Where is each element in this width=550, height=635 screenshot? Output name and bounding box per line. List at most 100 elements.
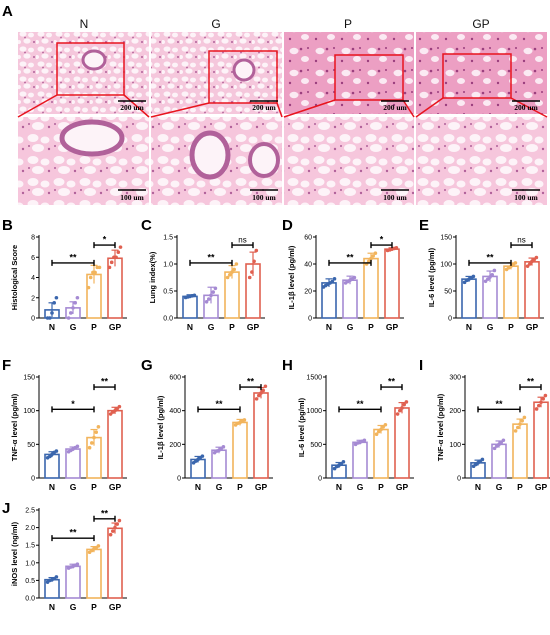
data-point-p — [373, 251, 378, 255]
x-tick-label-gp: GP — [109, 322, 122, 332]
data-point-p — [228, 273, 232, 277]
data-point-p — [234, 262, 239, 266]
data-point-gp — [108, 532, 113, 537]
y-tick-label: 1.5 — [163, 235, 173, 242]
significance-bracket — [93, 242, 116, 249]
data-point-p — [371, 254, 376, 258]
data-point-g — [207, 297, 211, 301]
bar-p — [373, 428, 389, 479]
y-axis-label: Lung index(%) — [148, 251, 157, 303]
data-point-p — [87, 445, 92, 450]
data-point-gp — [118, 245, 123, 249]
data-point-g — [75, 562, 80, 567]
data-point-gp — [113, 525, 117, 530]
data-point-gp — [528, 262, 532, 266]
data-point-p — [383, 423, 388, 427]
x-tick-label-n: N — [336, 482, 342, 492]
y-tick-label: 100 — [449, 442, 461, 449]
y-tick-label: 600 — [169, 375, 181, 382]
bar-p — [232, 421, 248, 479]
data-point-gp — [254, 397, 259, 401]
scale-label-g-bottom: 100 um — [252, 193, 276, 202]
y-tick-label: 500 — [310, 442, 322, 449]
bar-p — [86, 548, 102, 599]
data-point-p — [374, 432, 379, 437]
data-point-g — [73, 301, 77, 305]
x-tick-label-n: N — [326, 322, 332, 332]
y-tick-label: 0.5 — [25, 578, 35, 585]
y-tick-label: 8 — [31, 235, 35, 242]
data-point-gp — [402, 402, 407, 407]
bar-g — [342, 279, 358, 319]
x-tick-label-n: N — [475, 482, 481, 492]
significance-bracket — [93, 515, 116, 522]
bar-gp — [394, 407, 410, 479]
group-title-g: G — [211, 17, 220, 31]
x-tick-label-g: G — [70, 602, 77, 612]
data-point-p — [86, 285, 91, 290]
y-tick-label: 1000 — [306, 408, 322, 415]
data-point-n — [192, 293, 197, 298]
micrographs-top — [18, 32, 547, 114]
data-point-n — [332, 277, 337, 281]
scale-label-gp-bottom: 100 um — [514, 193, 538, 202]
significance-bracket — [328, 259, 372, 266]
data-point-gp — [254, 248, 259, 253]
significance-label: ** — [495, 399, 503, 409]
y-tick-label: 0.0 — [25, 596, 35, 603]
significance-label: ** — [101, 508, 109, 518]
panel-label-i: I — [419, 357, 423, 374]
scale-label-p-bottom: 100 um — [383, 193, 407, 202]
data-point-p — [379, 427, 383, 432]
x-tick-label-p: P — [508, 322, 514, 332]
data-point-gp — [115, 522, 119, 526]
x-tick-label-n: N — [195, 482, 201, 492]
data-point-g — [209, 293, 213, 298]
significance-label: ns — [238, 236, 246, 245]
bar-g — [352, 441, 368, 479]
data-point-gp — [109, 260, 114, 265]
significance-bracket — [231, 242, 254, 249]
micrographs-bottom — [18, 117, 547, 205]
data-point-gp — [117, 404, 122, 409]
bar-gp — [107, 527, 123, 599]
data-point-n — [480, 457, 485, 462]
data-point-p — [520, 418, 524, 423]
x-tick-label-gp: GP — [396, 482, 409, 492]
y-tick-label: 300 — [449, 375, 461, 382]
bar-gp — [107, 409, 123, 479]
data-point-gp — [539, 400, 543, 405]
data-point-p — [513, 429, 518, 433]
data-point-gp — [395, 412, 400, 416]
significance-label: ** — [346, 252, 354, 262]
y-tick-label: 150 — [440, 235, 452, 242]
y-axis-label: IL-6 level (pg/ml) — [297, 397, 306, 457]
x-tick-label-p: P — [378, 482, 384, 492]
y-tick-label: 0 — [457, 476, 461, 483]
y-tick-label: 6 — [31, 255, 35, 262]
data-point-n — [48, 316, 52, 320]
y-tick-label: 1.0 — [25, 560, 35, 567]
significance-label: * — [103, 235, 107, 245]
y-tick-label: 0 — [308, 316, 312, 323]
x-tick-label-p: P — [91, 482, 97, 492]
data-point-p — [367, 259, 371, 264]
x-tick-label-p: P — [91, 602, 97, 612]
significance-bracket — [380, 384, 403, 391]
zoom-box-n — [56, 42, 125, 96]
data-point-g — [490, 273, 495, 277]
significance-label: ** — [247, 377, 255, 387]
bar-gp — [253, 392, 269, 479]
y-tick-label: 2.0 — [25, 525, 35, 532]
panel-label-d: D — [282, 217, 293, 234]
significance-label: ** — [356, 399, 364, 409]
data-point-gp — [261, 388, 266, 393]
panel-label-b: B — [2, 217, 13, 234]
data-point-gp — [111, 529, 115, 533]
data-point-gp — [532, 257, 536, 262]
data-point-p — [97, 265, 102, 270]
